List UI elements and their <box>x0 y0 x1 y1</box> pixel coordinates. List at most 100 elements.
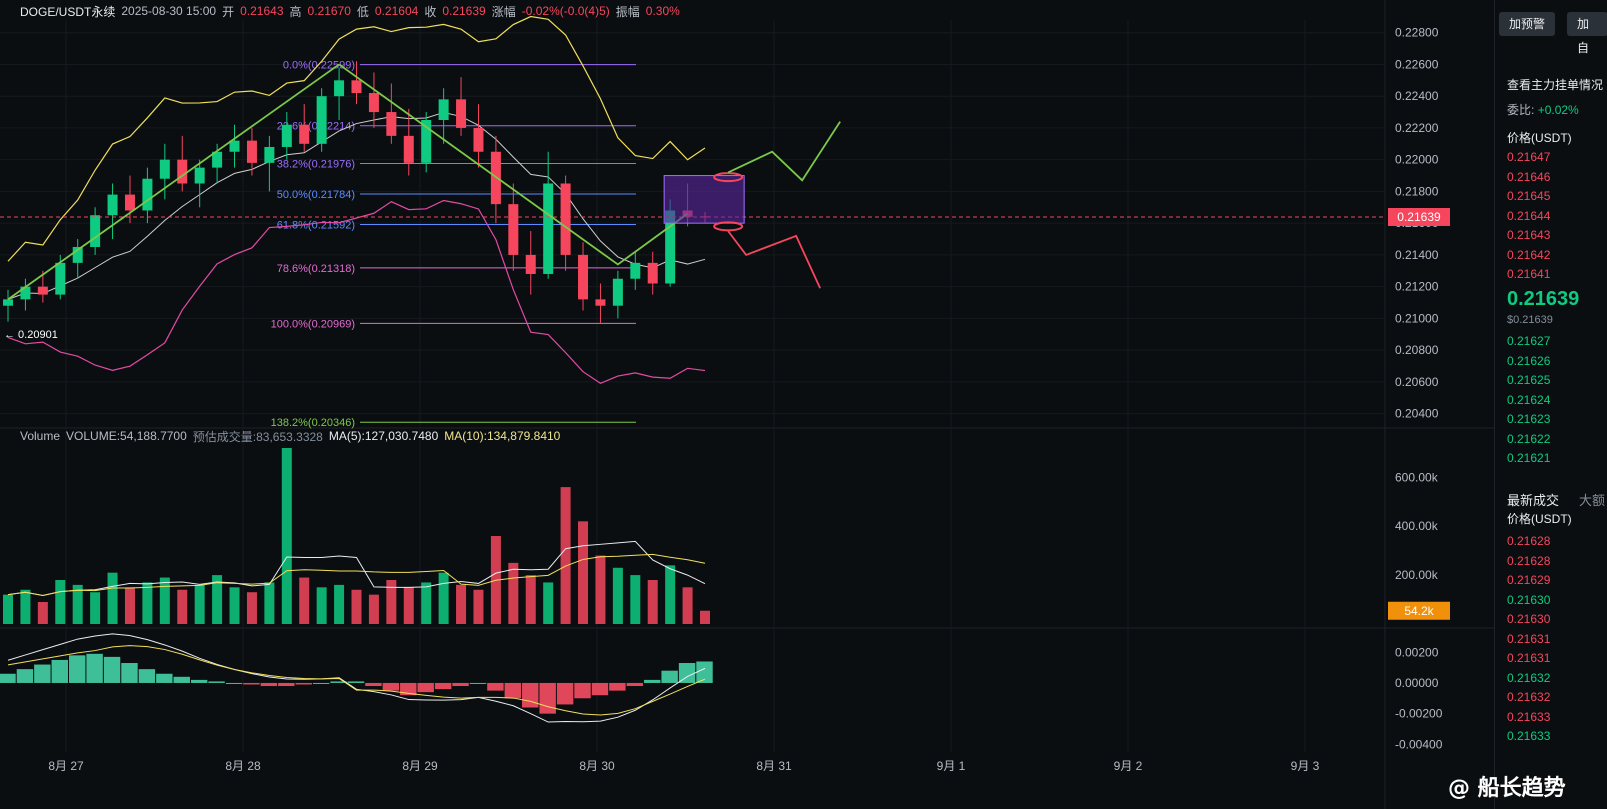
candle-body <box>543 183 554 274</box>
ask-row[interactable]: 0.21647 <box>1507 150 1551 164</box>
volume-bar <box>456 584 467 624</box>
candle-body <box>473 127 484 152</box>
trade-row[interactable]: 0.21628 <box>1507 553 1551 568</box>
macd-dif-line <box>7 633 706 723</box>
ask-row[interactable]: 0.21641 <box>1507 267 1551 281</box>
trade-row[interactable]: 0.21628 <box>1507 534 1551 548</box>
macd-histogram-bar <box>173 676 190 683</box>
volume-bar <box>630 575 641 624</box>
trade-row[interactable]: 0.21633 <box>1507 709 1551 724</box>
low-value: 0.21604 <box>374 4 419 18</box>
macd-histogram-bar <box>295 682 312 685</box>
macd-histogram-bar <box>469 682 487 684</box>
ratio-row: 委比: +0.02% <box>1507 101 1579 118</box>
volume-bar <box>647 580 658 624</box>
macd-histogram-bar <box>190 679 208 683</box>
ask-row[interactable]: 0.21645 <box>1507 189 1551 203</box>
volume-bar <box>90 592 101 624</box>
ask-row[interactable]: 0.21646 <box>1507 169 1551 184</box>
macd-histogram-bar <box>678 663 696 683</box>
volume-bar <box>578 521 589 624</box>
high-label: 高 <box>289 4 302 19</box>
volume-bar <box>55 580 66 624</box>
trade-row[interactable]: 0.21632 <box>1507 670 1551 685</box>
tab-latest-trades[interactable]: 最新成交 <box>1507 493 1560 508</box>
volume-last-badge <box>1388 601 1450 620</box>
open-value: 0.21643 <box>240 4 284 18</box>
symbol-label[interactable]: DOGE/USDT永续 <box>20 4 116 19</box>
macd-histogram-bar <box>68 655 86 683</box>
last-price-usd: $0.21639 <box>1507 314 1553 326</box>
candle-body <box>281 124 292 147</box>
trade-row[interactable]: 0.21631 <box>1507 631 1551 646</box>
volume-bar <box>72 584 83 624</box>
trade-row[interactable]: 0.21630 <box>1507 612 1551 626</box>
x-tick-label: 9月 1 <box>937 759 966 773</box>
watermark: @ 船长趋势 <box>1448 776 1566 801</box>
macd-histogram-bar <box>347 681 365 683</box>
macd-y-tick-label: 0.00200 <box>1395 645 1439 659</box>
macd-y-tick-label: -0.00400 <box>1395 737 1443 751</box>
candle-body <box>37 286 48 295</box>
candle-body <box>299 124 310 144</box>
x-tick-label: 8月 31 <box>756 759 792 773</box>
candle-body <box>90 215 101 247</box>
ask-row[interactable]: 0.21643 <box>1507 228 1551 242</box>
macd-histogram-bar <box>34 664 51 683</box>
macd-histogram-bar <box>156 673 173 683</box>
volume-bar <box>403 587 414 624</box>
candle-body <box>386 112 397 136</box>
volume-bar <box>473 589 484 624</box>
candle-body <box>229 140 240 152</box>
high-value: 0.21670 <box>307 4 351 18</box>
y-tick-label: 0.21000 <box>1395 311 1439 325</box>
bid-row[interactable]: 0.21622 <box>1507 431 1551 446</box>
bid-row[interactable]: 0.21627 <box>1507 334 1551 348</box>
volume-bar <box>665 565 676 624</box>
tab-large-trades[interactable]: 大额 <box>1579 493 1606 508</box>
macd-y-tick-label: 0.00000 <box>1395 676 1439 690</box>
candle-body <box>212 151 223 168</box>
ask-row[interactable]: 0.21642 <box>1507 247 1551 262</box>
candle-body <box>3 299 13 306</box>
trade-row[interactable]: 0.21630 <box>1507 592 1551 607</box>
bid-row[interactable]: 0.21626 <box>1507 353 1551 368</box>
y-tick-label: 0.21400 <box>1395 248 1439 262</box>
trade-row[interactable]: 0.21629 <box>1507 573 1551 587</box>
y-tick-label: 0.21800 <box>1395 184 1439 198</box>
trade-row[interactable]: 0.21631 <box>1507 651 1551 665</box>
volume-bar <box>212 575 223 624</box>
macd-histogram-bar <box>86 653 103 683</box>
trade-row[interactable]: 0.21632 <box>1507 690 1551 704</box>
macd-histogram-bar <box>556 682 574 705</box>
x-tick-label: 8月 30 <box>579 759 615 773</box>
bid-row[interactable]: 0.21623 <box>1507 412 1551 426</box>
y-tick-label: 0.22200 <box>1395 121 1439 135</box>
volume-ma10-line <box>7 553 706 596</box>
macd-histogram-bar <box>400 682 417 696</box>
macd-histogram-bar <box>417 682 434 693</box>
bid-row[interactable]: 0.21621 <box>1507 451 1551 465</box>
macd-histogram-bar <box>591 682 609 696</box>
candle-body <box>578 254 589 300</box>
macd-histogram-bar <box>278 682 295 687</box>
ask-row[interactable]: 0.21644 <box>1507 208 1551 223</box>
fib-level-label: 50.0%(0.21784) <box>277 189 355 201</box>
volume-bar <box>37 602 48 624</box>
depth-title[interactable]: 查看主力挂单情况 <box>1507 78 1604 92</box>
x-tick-label: 8月 28 <box>225 759 261 773</box>
bid-row[interactable]: 0.21625 <box>1507 373 1551 387</box>
volume-bar <box>525 575 536 624</box>
add-watch-button[interactable]: 加自 <box>1567 12 1607 55</box>
trade-row[interactable]: 0.21633 <box>1507 729 1551 743</box>
macd-histogram-bar <box>365 682 382 687</box>
candle-body <box>421 120 432 163</box>
macd-histogram-bar <box>225 682 243 684</box>
candlestick-chart-svg[interactable]: 0.22800 0.22600 0.22400 0.22200 0.22000 0.218… <box>0 0 1494 809</box>
macd-histogram-bar <box>138 669 156 683</box>
macd-histogram-bar <box>661 670 678 683</box>
add-alert-button[interactable]: 加预警 <box>1499 12 1556 36</box>
projection-down <box>727 230 821 289</box>
bid-row[interactable]: 0.21624 <box>1507 392 1551 407</box>
